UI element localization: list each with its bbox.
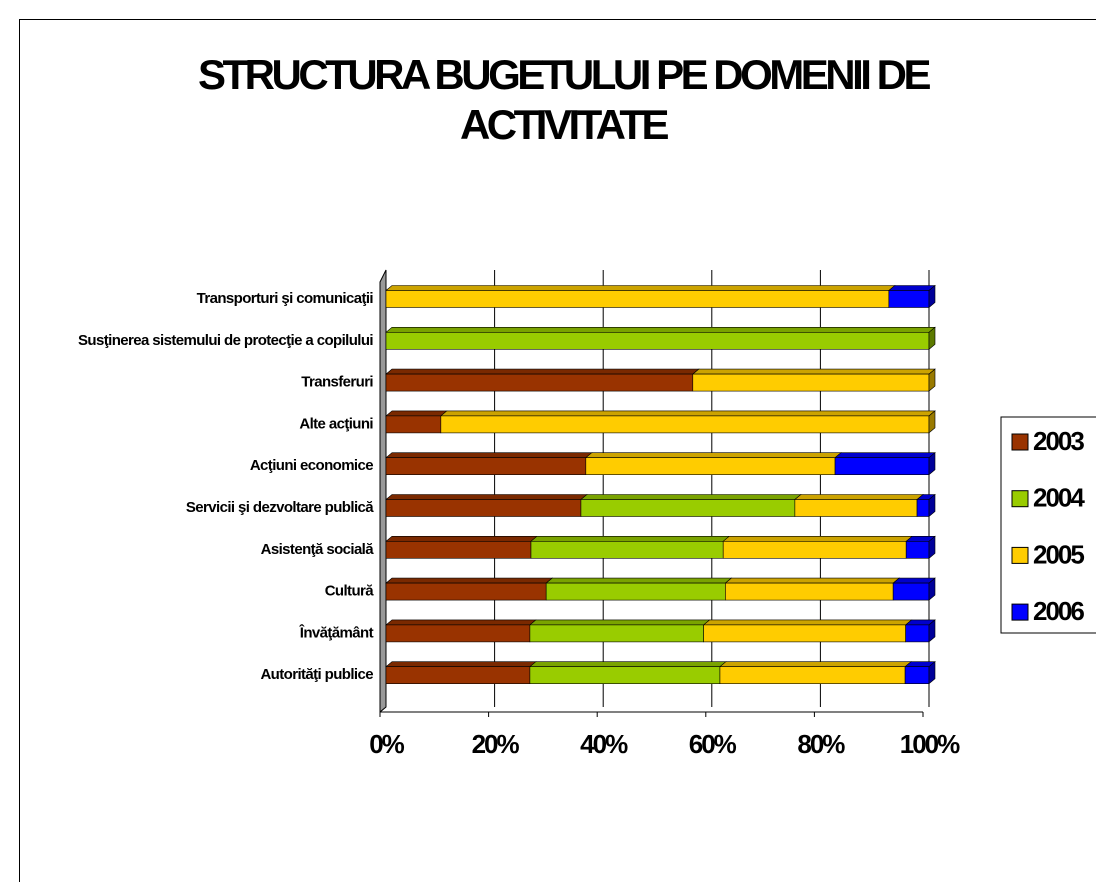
- bar-end: [928, 661, 936, 685]
- category-label: Alte acţiuni: [299, 415, 373, 432]
- bar: [580, 499, 796, 517]
- bar-top: [385, 619, 537, 626]
- bar-end: [928, 452, 936, 476]
- x-tick-label: 0%: [369, 729, 404, 759]
- legend-swatch: [1011, 603, 1029, 621]
- bar-end: [928, 535, 936, 559]
- bar-top: [529, 619, 711, 626]
- bar: [703, 624, 906, 643]
- category-label: Transporturi şi comunicaţii: [197, 290, 374, 307]
- legend-swatch: [1011, 490, 1029, 508]
- x-tick-label: 100%: [900, 729, 960, 759]
- chart-title: STRUCTURA BUGETULUI PE DOMENII DE ACTIVI…: [198, 51, 931, 148]
- bar-top: [385, 577, 554, 584]
- bar: [385, 499, 582, 517]
- legend-label: 2003: [1033, 426, 1084, 456]
- category-label: Asistenţă socială: [261, 541, 375, 558]
- legend-label: 2004: [1033, 483, 1085, 513]
- bar: [892, 582, 930, 601]
- x-tick-label: 20%: [472, 729, 520, 759]
- bar: [834, 457, 930, 476]
- bar-top: [385, 494, 588, 500]
- bar-end: [928, 619, 936, 643]
- category-label: Acţiuni economice: [250, 457, 373, 474]
- x-tick-label: 40%: [580, 729, 628, 759]
- bar: [440, 415, 930, 434]
- bar: [545, 582, 726, 601]
- bar-top: [719, 661, 912, 668]
- bar-end: [928, 284, 936, 309]
- bar-end: [928, 326, 936, 350]
- bar: [794, 499, 918, 517]
- bar-top: [580, 494, 802, 500]
- side-wall: [379, 269, 387, 714]
- bar-top: [584, 452, 842, 459]
- bar-top: [887, 285, 936, 291]
- bar-top: [385, 368, 700, 375]
- bar-top: [440, 410, 936, 417]
- category-label: Autorităţi publice: [260, 666, 373, 683]
- bar-end: [928, 577, 936, 601]
- legend-label: 2005: [1033, 539, 1084, 569]
- bar: [385, 415, 442, 434]
- bar: [725, 582, 894, 601]
- bar: [385, 290, 890, 308]
- bar: [385, 624, 531, 643]
- bar-end: [928, 368, 936, 392]
- bar-end: [928, 493, 936, 518]
- bar: [385, 666, 531, 685]
- bar: [722, 540, 907, 559]
- bar-top: [834, 452, 936, 459]
- category-label: Cultură: [325, 583, 375, 600]
- bar: [916, 499, 930, 517]
- bar: [385, 373, 694, 392]
- bar: [904, 666, 930, 685]
- bar: [385, 582, 547, 601]
- bar: [385, 540, 532, 559]
- bar-top: [385, 326, 936, 333]
- bar: [719, 666, 906, 685]
- legend-label: 2006: [1033, 596, 1084, 626]
- bar-top: [529, 661, 727, 668]
- bar-top: [724, 577, 900, 584]
- x-tick-label: 60%: [689, 729, 737, 759]
- bar-top: [691, 368, 936, 375]
- bar: [530, 540, 724, 559]
- chart-frame: [19, 19, 1096, 882]
- x-tick-label: 80%: [797, 729, 845, 759]
- bar: [529, 624, 704, 643]
- bar-top: [385, 535, 538, 542]
- bar: [385, 331, 930, 350]
- bar-top: [385, 661, 537, 668]
- bar-top: [385, 452, 593, 459]
- legend-box: [1000, 416, 1096, 634]
- bar-top: [794, 494, 924, 500]
- bar: [385, 457, 587, 476]
- category-label: Susţinerea sistemului de protecţie a cop…: [78, 332, 373, 349]
- bar-end: [928, 410, 936, 434]
- bar-top: [545, 577, 733, 584]
- bar-top: [892, 577, 936, 584]
- bar-top: [385, 410, 448, 417]
- category-label: Transferuri: [301, 374, 373, 391]
- bar-top: [722, 535, 914, 542]
- bar-top: [385, 285, 896, 291]
- bar: [888, 290, 930, 308]
- category-label: Servicii şi dezvoltare publică: [186, 499, 374, 516]
- legend-swatch: [1011, 433, 1029, 451]
- bar: [905, 540, 930, 559]
- category-label: Învăţământ: [299, 623, 374, 641]
- bar: [905, 624, 930, 643]
- legend-swatch: [1011, 546, 1029, 564]
- bar-top: [530, 535, 731, 542]
- bar: [692, 373, 930, 392]
- bar: [529, 666, 721, 685]
- bar-top: [702, 619, 913, 626]
- bar: [585, 457, 836, 476]
